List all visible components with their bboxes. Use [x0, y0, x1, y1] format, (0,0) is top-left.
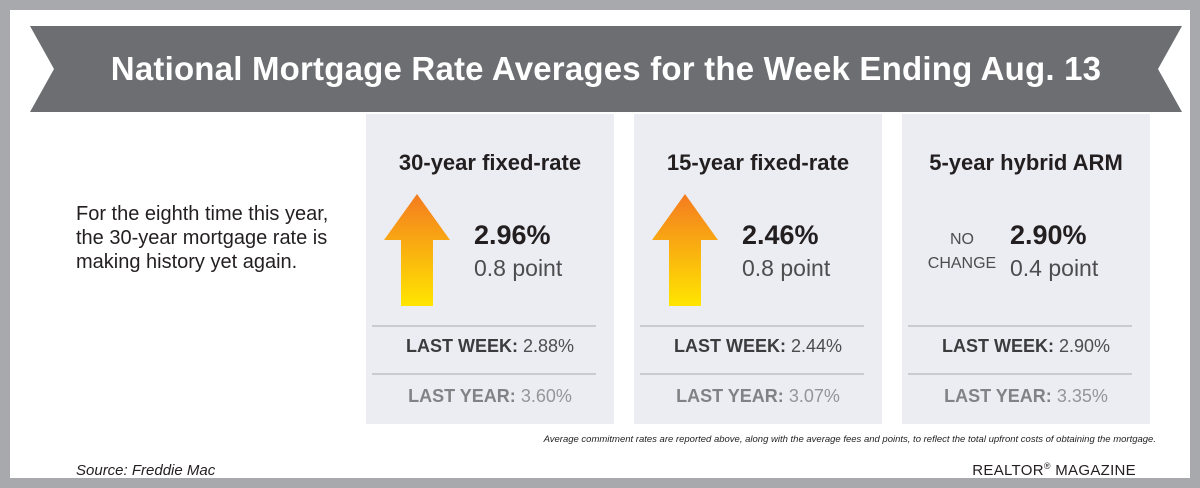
brand-suffix: MAGAZINE	[1055, 462, 1136, 479]
no-change-indicator: NO CHANGE	[916, 228, 1008, 276]
last-week-label: LAST WEEK:	[673, 336, 786, 356]
divider	[640, 325, 864, 327]
current-rate: 2.46%	[742, 220, 819, 250]
divider	[908, 373, 1132, 375]
divider	[640, 373, 864, 375]
last-week-stat: LAST WEEK: 2.90%	[902, 336, 1150, 357]
panel-title: 30-year fixed-rate	[398, 150, 582, 175]
page-title: National Mortgage Rate Averages for the …	[110, 50, 1102, 87]
no-change-line-2: CHANGE	[927, 255, 997, 272]
source-credit: Source: Freddie Mac	[76, 462, 216, 479]
divider	[908, 325, 1132, 327]
last-year-label: LAST YEAR:	[676, 386, 784, 406]
rate-panel-5-year-arm: 5-year hybrid ARM NO CHANGE 2.90% 0.4 po…	[902, 114, 1150, 424]
brand-logo: REALTOR® MAGAZINE	[972, 461, 1136, 479]
up-arrow-icon	[384, 194, 450, 306]
last-week-value: 2.88%	[522, 336, 575, 356]
last-year-value: 3.07%	[788, 386, 840, 406]
last-year-stat: LAST YEAR: 3.07%	[634, 386, 882, 407]
divider	[372, 325, 596, 327]
last-week-stat: LAST WEEK: 2.88%	[366, 336, 614, 357]
last-week-value: 2.44%	[790, 336, 843, 356]
divider	[372, 373, 596, 375]
last-week-label: LAST WEEK:	[941, 336, 1054, 356]
up-arrow-icon	[652, 194, 718, 306]
rate-panel-30-year: 30-year fixed-rate 2.96% 0.8 point LAST …	[366, 114, 614, 424]
last-year-value: 3.35%	[1056, 386, 1108, 406]
rate-change: 0.8 point	[742, 255, 831, 281]
rate-change: 0.8 point	[474, 255, 563, 281]
banner-ribbon-shape	[30, 26, 1182, 112]
brand-name: REALTOR	[972, 462, 1044, 479]
rate-change: 0.4 point	[1010, 255, 1099, 281]
title-banner: National Mortgage Rate Averages for the …	[30, 26, 1182, 112]
panel-title: 15-year fixed-rate	[666, 150, 850, 175]
intro-text: For the eighth time this year, the 30-ye…	[76, 203, 329, 273]
current-rate: 2.96%	[474, 220, 551, 250]
last-year-stat: LAST YEAR: 3.60%	[366, 386, 614, 407]
last-year-label: LAST YEAR:	[944, 386, 1052, 406]
current-rate: 2.90%	[1010, 220, 1087, 250]
footnote: Average commitment rates are reported ab…	[543, 434, 1156, 445]
registered-mark: ®	[1043, 461, 1051, 471]
panel-title: 5-year hybrid ARM	[929, 150, 1123, 175]
last-year-stat: LAST YEAR: 3.35%	[902, 386, 1150, 407]
no-change-line-1: NO	[950, 231, 974, 248]
last-week-value: 2.90%	[1058, 336, 1111, 356]
rate-panel-15-year: 15-year fixed-rate 2.46% 0.8 point LAST …	[634, 114, 882, 424]
last-week-label: LAST WEEK:	[405, 336, 518, 356]
last-week-stat: LAST WEEK: 2.44%	[634, 336, 882, 357]
last-year-label: LAST YEAR:	[408, 386, 516, 406]
last-year-value: 3.60%	[520, 386, 572, 406]
